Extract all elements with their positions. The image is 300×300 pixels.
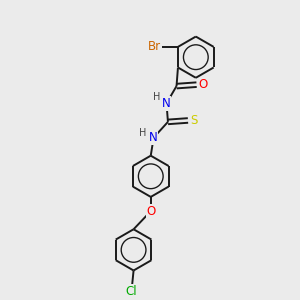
Text: Br: Br	[148, 40, 161, 53]
Text: O: O	[198, 78, 208, 91]
Text: Cl: Cl	[126, 285, 137, 298]
Text: N: N	[149, 131, 158, 144]
Text: N: N	[162, 97, 170, 110]
Text: H: H	[153, 92, 160, 102]
Text: H: H	[139, 128, 147, 138]
Text: S: S	[190, 114, 198, 127]
Text: O: O	[146, 205, 155, 218]
